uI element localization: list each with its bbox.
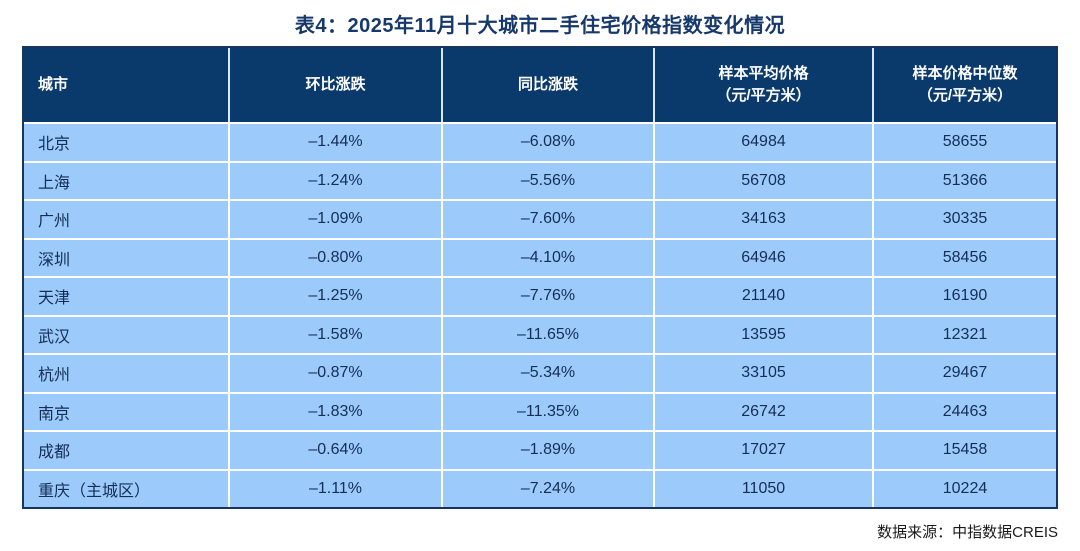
- avg-price-cell: 64946: [655, 237, 874, 276]
- city-cell: 杭州: [24, 353, 230, 392]
- median-price-cell: 58456: [874, 237, 1056, 276]
- mom-change-cell: –1.09%: [230, 199, 443, 238]
- avg-price-cell: 33105: [655, 353, 874, 392]
- median-price-cell: 58655: [874, 122, 1056, 161]
- city-cell: 重庆（主城区）: [24, 468, 230, 507]
- yoy-change-cell: –6.08%: [443, 122, 655, 161]
- avg-price-cell: 56708: [655, 160, 874, 199]
- table-row: 成都 –0.64% –1.89% 17027 15458: [24, 430, 1056, 469]
- mom-change-cell: –1.58%: [230, 314, 443, 353]
- table-row: 杭州 –0.87% –5.34% 33105 29467: [24, 353, 1056, 392]
- yoy-change-cell: –7.60%: [443, 199, 655, 238]
- avg-price-cell: 34163: [655, 199, 874, 238]
- header-cell-city: 城市: [24, 48, 230, 122]
- header-cell-yoy-change: 同比涨跌: [443, 48, 655, 122]
- mom-change-cell: –1.25%: [230, 276, 443, 315]
- data-source-note: 数据来源：中指数据CREIS: [877, 524, 1058, 541]
- median-price-cell: 24463: [874, 391, 1056, 430]
- table-row: 北京 –1.44% –6.08% 64984 58655: [24, 122, 1056, 161]
- avg-price-cell: 26742: [655, 391, 874, 430]
- avg-price-cell: 13595: [655, 314, 874, 353]
- price-index-table-container: 城市 环比涨跌 同比涨跌 样本平均价格 （元/平方米） 样本价格中位数 （元/平…: [22, 46, 1058, 509]
- avg-price-cell: 17027: [655, 430, 874, 469]
- mom-change-cell: –0.80%: [230, 237, 443, 276]
- yoy-change-cell: –5.56%: [443, 160, 655, 199]
- table-row: 南京 –1.83% –11.35% 26742 24463: [24, 391, 1056, 430]
- median-price-cell: 15458: [874, 430, 1056, 469]
- mom-change-cell: –1.24%: [230, 160, 443, 199]
- city-cell: 广州: [24, 199, 230, 238]
- yoy-change-cell: –11.65%: [443, 314, 655, 353]
- median-price-cell: 10224: [874, 468, 1056, 507]
- header-row: 城市 环比涨跌 同比涨跌 样本平均价格 （元/平方米） 样本价格中位数 （元/平…: [24, 48, 1056, 122]
- city-cell: 天津: [24, 276, 230, 315]
- median-price-cell: 30335: [874, 199, 1056, 238]
- mom-change-cell: –0.64%: [230, 430, 443, 469]
- mom-change-cell: –1.44%: [230, 122, 443, 161]
- yoy-change-cell: –11.35%: [443, 391, 655, 430]
- price-index-table: 城市 环比涨跌 同比涨跌 样本平均价格 （元/平方米） 样本价格中位数 （元/平…: [22, 46, 1058, 509]
- table-row: 重庆（主城区） –1.11% –7.24% 11050 10224: [24, 468, 1056, 507]
- yoy-change-cell: –1.89%: [443, 430, 655, 469]
- yoy-change-cell: –7.24%: [443, 468, 655, 507]
- city-cell: 上海: [24, 160, 230, 199]
- avg-price-cell: 64984: [655, 122, 874, 161]
- mom-change-cell: –1.11%: [230, 468, 443, 507]
- header-cell-avg-price: 样本平均价格 （元/平方米）: [655, 48, 874, 122]
- city-cell: 成都: [24, 430, 230, 469]
- yoy-change-cell: –5.34%: [443, 353, 655, 392]
- median-price-cell: 51366: [874, 160, 1056, 199]
- table-row: 天津 –1.25% –7.76% 21140 16190: [24, 276, 1056, 315]
- table-row: 广州 –1.09% –7.60% 34163 30335: [24, 199, 1056, 238]
- table-row: 武汉 –1.58% –11.65% 13595 12321: [24, 314, 1056, 353]
- mom-change-cell: –0.87%: [230, 353, 443, 392]
- header-cell-mom-change: 环比涨跌: [230, 48, 443, 122]
- table-row: 深圳 –0.80% –4.10% 64946 58456: [24, 237, 1056, 276]
- median-price-cell: 16190: [874, 276, 1056, 315]
- median-price-cell: 12321: [874, 314, 1056, 353]
- city-cell: 深圳: [24, 237, 230, 276]
- avg-price-cell: 11050: [655, 468, 874, 507]
- page-title: 表4：2025年11月十大城市二手住宅价格指数变化情况: [294, 15, 786, 37]
- yoy-change-cell: –4.10%: [443, 237, 655, 276]
- avg-price-cell: 21140: [655, 276, 874, 315]
- city-cell: 南京: [24, 391, 230, 430]
- yoy-change-cell: –7.76%: [443, 276, 655, 315]
- header-cell-median-price: 样本价格中位数 （元/平方米）: [874, 48, 1056, 122]
- city-cell: 北京: [24, 122, 230, 161]
- mom-change-cell: –1.83%: [230, 391, 443, 430]
- median-price-cell: 29467: [874, 353, 1056, 392]
- city-cell: 武汉: [24, 314, 230, 353]
- table-row: 上海 –1.24% –5.56% 56708 51366: [24, 160, 1056, 199]
